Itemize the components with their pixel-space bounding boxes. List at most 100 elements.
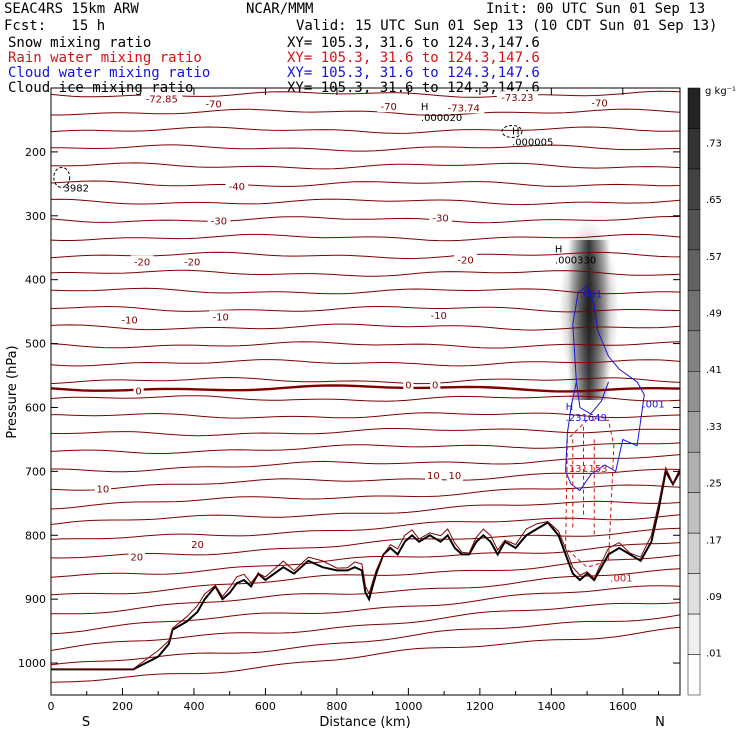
snow-glow xyxy=(559,220,619,400)
field-snow-xy: XY= 105.3, 31.6 to 124.3,147.6 xyxy=(287,35,540,51)
forecast-hour: Fcst: 15 h xyxy=(4,18,106,34)
label-bg xyxy=(403,378,414,391)
y-tick-label: 700 xyxy=(25,465,46,478)
label-bg xyxy=(118,313,141,326)
isotherm-label: 10 xyxy=(448,471,461,482)
isotherm-label: -73.74 xyxy=(448,103,480,114)
isotherm-label: -30 xyxy=(432,213,448,224)
cloud-water-line xyxy=(565,285,645,492)
label-bg xyxy=(588,96,611,109)
y-tick-label: 500 xyxy=(25,338,46,351)
label-bg xyxy=(130,255,154,268)
label-bg xyxy=(128,550,145,563)
isotherm xyxy=(51,468,680,491)
y-tick-label: 400 xyxy=(25,274,46,287)
x-tick-label: 1000 xyxy=(394,700,422,713)
label-bg xyxy=(377,100,401,113)
marker-value: .001 xyxy=(642,399,664,410)
colorbar-cell xyxy=(687,168,701,210)
isotherm-label: -10 xyxy=(431,311,447,322)
isotherm xyxy=(51,233,680,242)
label-bg xyxy=(454,253,477,266)
plot-frame xyxy=(50,87,681,696)
isotherm-label: -70 xyxy=(205,100,221,111)
marker-value: .000005 xyxy=(512,138,553,149)
y-tick-label: 600 xyxy=(25,401,46,414)
colorbar: .01 .09 .17 .25 .33 .41 .49 .57 .65 .73 xyxy=(687,87,722,696)
isotherm xyxy=(51,542,680,578)
x-tick-label: 800 xyxy=(326,700,347,713)
colorbar-cell xyxy=(687,573,701,615)
terrain-contour xyxy=(51,465,680,670)
isotherm xyxy=(51,376,680,385)
isotherm xyxy=(51,412,680,419)
isotherm xyxy=(51,108,680,116)
x-tick-label: 200 xyxy=(112,700,133,713)
terrain-lines xyxy=(51,465,680,671)
colorbar-tick-label: .09 xyxy=(706,592,722,603)
isotherm-label: 0 xyxy=(405,381,411,392)
x-axis: 0 200 400 600 800 1000 1200 1400 1600 xyxy=(48,88,660,713)
label-bg xyxy=(443,101,485,114)
label-bg xyxy=(209,310,233,323)
colorbar-tick-label: .49 xyxy=(706,308,722,319)
colorbar-cell xyxy=(687,290,701,332)
marker-value: 3982 xyxy=(64,184,89,195)
isotherm-label: -30 xyxy=(211,217,227,228)
colorbar-cell xyxy=(687,330,701,372)
isotherm xyxy=(51,484,680,510)
marker-value: .001 xyxy=(610,573,632,584)
x-tick-label: 400 xyxy=(183,700,204,713)
label-bg xyxy=(446,468,464,481)
y-tick-label: 1000 xyxy=(18,657,46,670)
rain-water-line xyxy=(565,419,615,568)
cloud-water-inner xyxy=(575,381,609,415)
colorbar-cell xyxy=(687,451,701,493)
colorbar-tick-label: .25 xyxy=(706,479,722,490)
snow-shading xyxy=(559,220,619,400)
cloud-water-contour xyxy=(565,285,645,492)
isotherm xyxy=(51,527,680,559)
colorbar-units: g kg⁻¹ xyxy=(705,86,736,97)
isotherm-label: -40 xyxy=(229,182,245,193)
isotherm xyxy=(51,269,680,277)
label-bg xyxy=(180,255,204,268)
isotherm-label: -20 xyxy=(134,257,150,268)
isotherm-label: 20 xyxy=(130,553,143,564)
isotherm xyxy=(51,554,680,596)
contour-labels: -72.85 -70 -70 -73.74 -73.23 -70 -40 -30 -30 -20 -… xyxy=(64,91,665,584)
y-tick-label: 800 xyxy=(25,529,46,542)
label-bg xyxy=(225,180,249,193)
isotherm xyxy=(51,626,680,683)
isotherm-label: 10 xyxy=(427,471,440,482)
label-bg xyxy=(94,482,112,495)
marker-high: H xyxy=(512,127,520,138)
x-tick-label: 600 xyxy=(255,700,276,713)
x-start-label: S xyxy=(82,715,90,730)
colorbar-cell xyxy=(687,532,701,574)
label-bg xyxy=(202,97,225,110)
x-end-label: N xyxy=(655,715,665,730)
isotherm-label: 0 xyxy=(432,381,438,392)
marker-value: .000020 xyxy=(421,113,462,124)
marker-value: .000330 xyxy=(555,256,596,267)
label-bg xyxy=(207,214,231,227)
field-snow-name: Snow mixing ratio xyxy=(8,35,152,51)
y-tick-label: 200 xyxy=(25,146,46,159)
isotherm xyxy=(51,428,680,437)
colorbar-cell xyxy=(687,87,701,129)
y-tick-label: 900 xyxy=(25,593,46,606)
colorbar-tick-label: .73 xyxy=(706,138,722,149)
x-tick-label: 1400 xyxy=(537,700,565,713)
label-bg xyxy=(133,384,144,397)
producer-label: NCAR/MMM xyxy=(246,1,314,17)
isotherm xyxy=(51,514,680,540)
cloud-ice-loop xyxy=(501,124,523,138)
x-tick-label: 0 xyxy=(48,700,55,713)
label-bg xyxy=(430,378,441,391)
isotherm-label: -10 xyxy=(121,316,137,327)
marker-value: .131 xyxy=(566,464,588,475)
x-tick-label: 1600 xyxy=(609,700,637,713)
